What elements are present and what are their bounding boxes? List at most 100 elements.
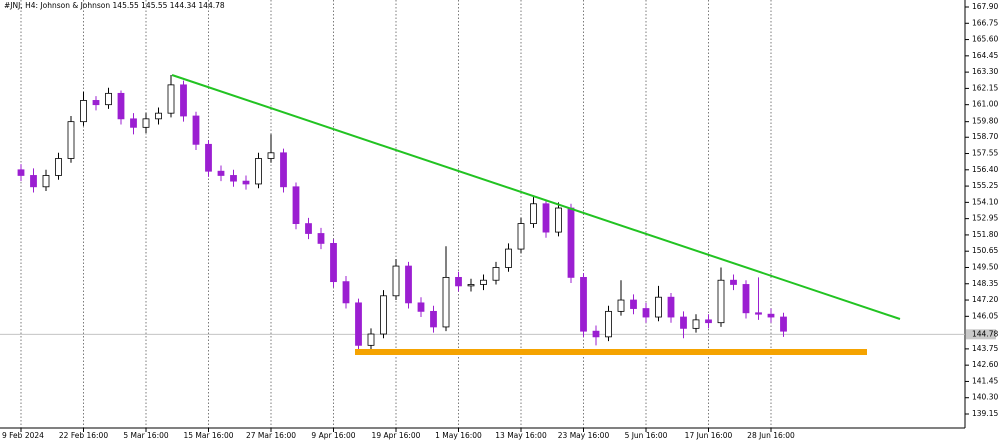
y-tick-label: 139.15 (972, 409, 998, 418)
y-tick-label: 141.45 (972, 376, 998, 385)
trend-line (171, 74, 901, 320)
candle-body (780, 316, 787, 332)
x-tick-label: 15 Mar 16:00 (183, 431, 233, 440)
candle-body (767, 313, 775, 318)
y-tick-label: 164.45 (972, 51, 998, 60)
candle-body (630, 299, 637, 309)
candle-body (242, 180, 250, 185)
candle-body (205, 143, 212, 172)
candle-body (305, 223, 312, 234)
grid-layer (0, 0, 965, 428)
candle-body (455, 276, 462, 287)
candle-body (442, 276, 450, 328)
y-tick-label: 156.40 (972, 165, 998, 174)
x-tick-label: 5 Mar 16:00 (123, 431, 169, 440)
candle-body (342, 281, 350, 304)
y-tick-label: 157.55 (972, 149, 998, 158)
candle-body (105, 92, 112, 106)
candle-body (167, 84, 175, 114)
y-tick-label: 149.50 (972, 262, 998, 271)
candle-body (30, 175, 37, 188)
candle-body (605, 310, 612, 338)
support-zone (355, 349, 867, 355)
candle-body (692, 319, 700, 329)
candle-body (217, 170, 225, 176)
candle-body (680, 316, 687, 329)
y-tick-label: 162.15 (972, 83, 998, 92)
candle-body (130, 118, 137, 128)
candles-layer (17, 74, 787, 354)
candle-body (405, 265, 412, 304)
candle-body (705, 319, 712, 324)
candle-body (117, 92, 125, 120)
candle-body (142, 118, 150, 128)
candle-body (530, 203, 537, 224)
y-tick-label: 155.25 (972, 181, 998, 190)
x-tick-label: 28 Jun 16:00 (747, 431, 795, 440)
candle-body (292, 186, 300, 224)
candle-body (380, 295, 387, 335)
candle-body (617, 299, 625, 312)
candle-body (467, 284, 475, 287)
candle-body (155, 112, 162, 120)
y-tick-label: 151.80 (972, 230, 998, 239)
x-tick-label: 13 May 16:00 (495, 431, 547, 440)
x-tick-label: 9 Apr 16:00 (311, 431, 355, 440)
candle-body (567, 207, 575, 278)
candle-body (267, 152, 275, 159)
y-tick-label: 165.60 (972, 35, 998, 44)
y-tick-label: 150.65 (972, 246, 998, 255)
candle-body (355, 302, 362, 346)
x-tick-label: 19 Apr 16:00 (372, 431, 421, 440)
y-tick-label: 140.30 (972, 393, 998, 402)
y-tick-label: 146.05 (972, 311, 998, 320)
candle-body (180, 84, 187, 117)
y-tick-label: 142.60 (972, 360, 998, 369)
y-tick-label: 166.75 (972, 18, 998, 27)
x-tick-label: 17 Jun 16:00 (685, 431, 733, 440)
candle-body (92, 100, 100, 106)
x-tick-label: 22 Feb 16:00 (59, 431, 108, 440)
candle-body (430, 310, 437, 328)
y-tick-label: 161.00 (972, 100, 998, 109)
candle-body (642, 308, 650, 318)
y-tick-label: 154.10 (972, 197, 998, 206)
candle-body (730, 279, 737, 285)
y-tick-label: 143.75 (972, 344, 998, 353)
candle-body (230, 175, 237, 182)
y-tick-label: 147.20 (972, 295, 998, 304)
x-tick-label: 5 Jun 16:00 (625, 431, 668, 440)
candle-body (592, 330, 600, 338)
candle-body (755, 312, 762, 315)
candle-body (255, 158, 262, 185)
x-tick-label: 1 May 16:00 (435, 431, 482, 440)
candle-body (480, 279, 487, 285)
candle-body (580, 276, 587, 332)
candle-body (517, 223, 525, 250)
candle-body (67, 121, 75, 159)
candle-body (55, 158, 62, 176)
candle-body (42, 175, 50, 188)
candle-body (317, 233, 325, 244)
candle-body (330, 243, 337, 283)
candle-body (742, 284, 750, 314)
x-tick-label: 27 Mar 16:00 (246, 431, 296, 440)
candle-body (505, 248, 512, 268)
y-tick-label: 158.70 (972, 132, 998, 141)
y-tick-label: 167.90 (972, 2, 998, 11)
y-tick-label: 163.30 (972, 67, 998, 76)
candle-body (492, 267, 500, 281)
candle-body (717, 279, 725, 324)
x-tick-label: 9 Feb 2024 (2, 431, 44, 440)
candle-body (367, 333, 375, 346)
candle-body (542, 203, 550, 233)
candle-body (280, 152, 287, 188)
x-tick-label: 23 May 16:00 (558, 431, 610, 440)
chart-title: #JNJ, H4: Johnson & Johnson 145.55 145.5… (4, 1, 225, 10)
candle-body (555, 207, 562, 233)
candle-body (392, 265, 400, 297)
candle-body (192, 115, 200, 145)
